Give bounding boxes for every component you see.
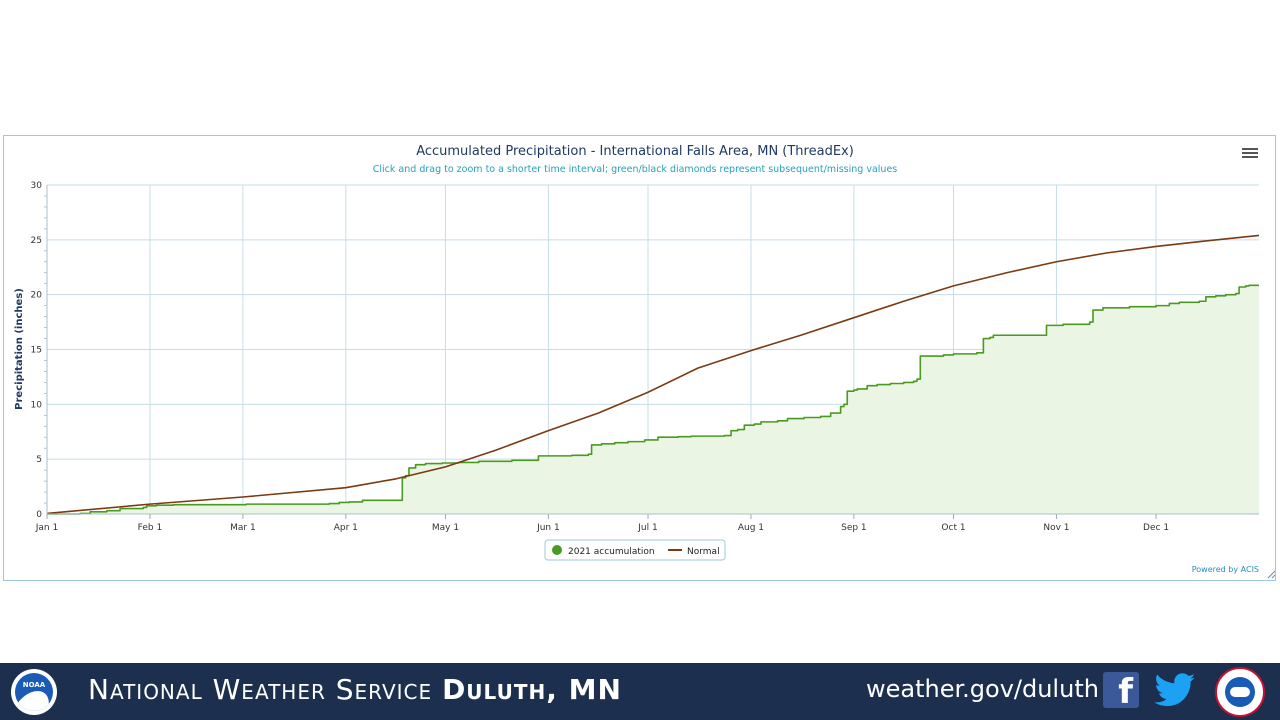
- series-area-0: [47, 285, 1259, 514]
- nws-title-prefix: National Weather Service: [88, 673, 433, 706]
- footer-banner: NOAA National Weather Service Duluth, MN…: [0, 663, 1280, 720]
- menu-bar: [1242, 156, 1258, 158]
- y-tick-label: 15: [31, 346, 42, 356]
- chart-title: Accumulated Precipitation - Internationa…: [416, 144, 854, 159]
- chart-axis-layer: 0 5 10 15 20 25 30 Jan 1 Feb 1 Mar 1 Apr 1 May 1 Jun…: [31, 181, 1259, 533]
- x-tick-label: May 1: [432, 523, 459, 533]
- noaa-logo-text: NOAA: [22, 681, 46, 689]
- nws-title: National Weather Service Duluth, MN: [88, 673, 622, 706]
- chart-menu-icon[interactable]: [1240, 146, 1260, 162]
- chart-subtitle: Click and drag to zoom to a shorter time…: [373, 164, 898, 175]
- x-tick-label: Sep 1: [841, 523, 867, 533]
- x-tick-label: Jun 1: [536, 523, 560, 533]
- chart-line-layer: [46, 234, 1260, 515]
- y-tick-label: 10: [31, 400, 43, 410]
- facebook-glyph: f: [1118, 672, 1133, 712]
- noaa-logo-disc: NOAA: [15, 673, 53, 711]
- x-tick-label: Nov 1: [1043, 523, 1069, 533]
- facebook-icon[interactable]: f: [1103, 672, 1139, 712]
- y-tick-label: 0: [36, 510, 42, 520]
- series-line-0[interactable]: [47, 284, 1259, 515]
- series-line-1[interactable]: [46, 234, 1260, 515]
- noaa-logo[interactable]: NOAA: [11, 669, 57, 715]
- y-tick-label: 5: [36, 455, 42, 465]
- x-tick-label: Jul 1: [637, 523, 657, 533]
- x-tick-label: Dec 1: [1143, 523, 1169, 533]
- y-tick-label: 30: [31, 181, 43, 191]
- site-url[interactable]: weather.gov/duluth: [866, 675, 1099, 703]
- precipitation-chart[interactable]: Accumulated Precipitation - Internationa…: [0, 0, 1280, 600]
- y-tick-label: 20: [31, 291, 43, 301]
- chart-credit[interactable]: Powered by ACIS: [1192, 565, 1259, 574]
- menu-bar: [1242, 152, 1258, 154]
- legend-label-accumulation[interactable]: 2021 accumulation: [568, 547, 655, 557]
- x-tick-label: Mar 1: [230, 523, 256, 533]
- twitter-icon[interactable]: [1153, 671, 1197, 711]
- legend-label-normal[interactable]: Normal: [687, 547, 720, 557]
- chart-legend[interactable]: 2021 accumulation Normal: [544, 539, 726, 561]
- y-tick-label: 25: [31, 236, 42, 246]
- legend-marker-accumulation: [552, 545, 562, 555]
- legend-box: [544, 539, 726, 561]
- y-axis-label: Precipitation (inches): [14, 288, 25, 410]
- resize-handle-icon[interactable]: [1267, 570, 1276, 579]
- x-tick-label: Feb 1: [138, 523, 163, 533]
- noaa-bird-icon: [15, 691, 53, 711]
- nws-title-office: Duluth, MN: [442, 673, 622, 706]
- x-tick-label: Jan 1: [35, 523, 58, 533]
- nws-logo[interactable]: [1215, 667, 1265, 717]
- nws-cloud-icon: [1230, 687, 1250, 697]
- x-tick-label: Apr 1: [334, 523, 358, 533]
- menu-bar: [1242, 148, 1258, 150]
- x-tick-label: Aug 1: [738, 523, 764, 533]
- chart-area-layer: [47, 285, 1259, 514]
- x-tick-label: Oct 1: [941, 523, 965, 533]
